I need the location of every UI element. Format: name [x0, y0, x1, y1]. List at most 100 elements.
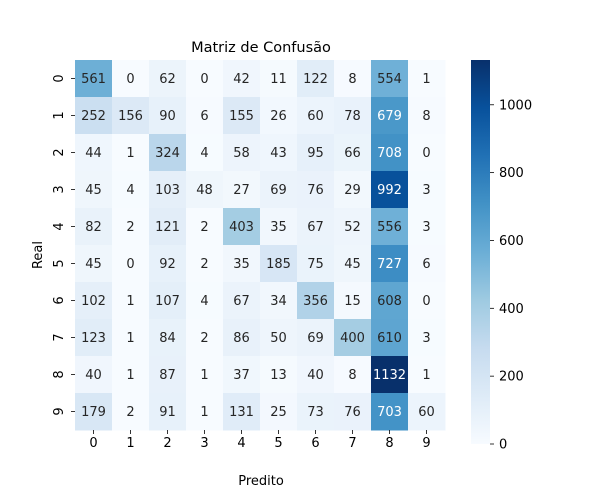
heatmap-cell-r3-c4: [223, 171, 261, 209]
colorbar-tick-label: 1000: [499, 98, 532, 113]
x-tick-label: 2: [163, 436, 171, 451]
heatmap-cell-r9-c3: [186, 393, 224, 431]
cell-value-r3-c1: 4: [126, 183, 134, 198]
cell-value-r7-c9: 3: [422, 331, 430, 346]
heatmap-cell-r7-c1: [112, 319, 150, 357]
cell-value-r3-c8: 992: [377, 183, 402, 198]
cell-value-r0-c6: 122: [303, 72, 328, 87]
heatmap-cell-r7-c6: [297, 319, 335, 357]
cell-value-r5-c6: 75: [307, 257, 324, 272]
cell-value-r7-c0: 123: [81, 331, 106, 346]
cell-value-r6-c0: 102: [81, 294, 106, 309]
cell-value-r5-c1: 0: [126, 257, 134, 272]
heatmap-cell-r9-c9: [408, 393, 446, 431]
cell-value-r4-c2: 121: [155, 220, 180, 235]
cell-value-r7-c7: 400: [340, 331, 365, 346]
cell-value-r1-c5: 26: [270, 109, 287, 124]
cell-value-r7-c4: 86: [233, 331, 250, 346]
cell-value-r9-c3: 1: [200, 405, 208, 420]
cell-value-r9-c9: 60: [418, 405, 435, 420]
heatmap-cell-r5-c1: [112, 245, 150, 283]
heatmap-cell-r2-c0: [75, 134, 113, 172]
x-tick-label: 0: [89, 436, 97, 451]
cell-value-r5-c5: 185: [266, 257, 291, 272]
heatmap-cell-r9-c1: [112, 393, 150, 431]
cell-value-r3-c3: 48: [196, 183, 213, 198]
cell-value-r8-c2: 87: [159, 368, 176, 383]
cell-value-r8-c8: 1132: [373, 368, 406, 383]
colorbar: 0 200 400 600 800 1000: [471, 60, 532, 453]
colorbar-tick-label: 600: [499, 234, 524, 249]
cell-value-r9-c4: 131: [229, 405, 254, 420]
cell-value-r8-c6: 40: [307, 368, 324, 383]
cell-value-r2-c0: 44: [85, 146, 102, 161]
heatmap-cell-r8-c9: [408, 356, 446, 394]
heatmap-cell-r0-c3: [186, 60, 224, 98]
cell-value-r2-c8: 708: [377, 146, 402, 161]
colorbar-tick-label: 200: [499, 370, 524, 385]
cell-value-r4-c9: 3: [422, 220, 430, 235]
x-tick-label: 6: [311, 436, 319, 451]
heatmap-cell-r3-c8: [371, 171, 409, 209]
heatmap-cell-r2-c4: [223, 134, 261, 172]
y-tick-label: 5: [52, 259, 67, 267]
heatmap-cell-r2-c6: [297, 134, 335, 172]
heatmap-cell-r2-c8: [371, 134, 409, 172]
cell-value-r5-c4: 35: [233, 257, 250, 272]
heatmap-cell-r0-c9: [408, 60, 446, 98]
x-tick-label: 3: [200, 436, 208, 451]
heatmap-cell-r1-c1: [112, 97, 150, 135]
cell-value-r5-c3: 2: [200, 257, 208, 272]
heatmap-cell-r5-c0: [75, 245, 113, 283]
cell-value-r1-c3: 6: [200, 109, 208, 124]
heatmap-cell-r1-c7: [334, 97, 372, 135]
heatmap-cell-r4-c6: [297, 208, 335, 246]
cell-value-r7-c8: 610: [377, 331, 402, 346]
heatmap-cell-r4-c5: [260, 208, 298, 246]
heatmap-cell-r5-c7: [334, 245, 372, 283]
cell-value-r3-c7: 29: [344, 183, 361, 198]
heatmap-cell-r6-c3: [186, 282, 224, 320]
heatmap-cell-r3-c0: [75, 171, 113, 209]
heatmap-cell-r7-c3: [186, 319, 224, 357]
heatmap-cell-r8-c1: [112, 356, 150, 394]
y-tick-label: 9: [52, 407, 67, 415]
cell-value-r5-c9: 6: [422, 257, 430, 272]
cell-value-r6-c4: 67: [233, 294, 250, 309]
heatmap-cell-r4-c1: [112, 208, 150, 246]
heatmap-cell-r1-c2: [149, 97, 187, 135]
heatmap-cell-r3-c9: [408, 171, 446, 209]
heatmap-cell-r9-c0: [75, 393, 113, 431]
cell-value-r4-c0: 82: [85, 220, 102, 235]
cell-value-r1-c4: 155: [229, 109, 254, 124]
heatmap-cell-r5-c6: [297, 245, 335, 283]
cell-value-r2-c1: 1: [126, 146, 134, 161]
cell-value-r3-c4: 27: [233, 183, 250, 198]
cell-value-r7-c3: 2: [200, 331, 208, 346]
cell-value-r8-c1: 1: [126, 368, 134, 383]
cell-value-r3-c9: 3: [422, 183, 430, 198]
heatmap-cell-r0-c7: [334, 60, 372, 98]
cell-value-r4-c7: 52: [344, 220, 361, 235]
heatmap-cell-r1-c8: [371, 97, 409, 135]
heatmap-cell-r4-c8: [371, 208, 409, 246]
heatmap-cell-r2-c1: [112, 134, 150, 172]
x-axis-label: Predito: [238, 474, 284, 489]
cell-value-r5-c2: 92: [159, 257, 176, 272]
heatmap-cell-r5-c2: [149, 245, 187, 283]
heatmap-cell-r0-c2: [149, 60, 187, 98]
heatmap-cell-r9-c4: [223, 393, 261, 431]
heatmap-cell-r5-c9: [408, 245, 446, 283]
heatmap-cell-r1-c5: [260, 97, 298, 135]
heatmap-cell-r8-c7: [334, 356, 372, 394]
cell-value-r7-c2: 84: [159, 331, 176, 346]
cell-value-r5-c8: 727: [377, 257, 402, 272]
heatmap-cell-r0-c4: [223, 60, 261, 98]
heatmap-cell-r6-c6: [297, 282, 335, 320]
heatmap-cell-r9-c6: [297, 393, 335, 431]
cell-value-r4-c6: 67: [307, 220, 324, 235]
heatmap-cell-r8-c3: [186, 356, 224, 394]
cell-value-r6-c7: 15: [344, 294, 361, 309]
cell-value-r0-c2: 62: [159, 72, 176, 87]
